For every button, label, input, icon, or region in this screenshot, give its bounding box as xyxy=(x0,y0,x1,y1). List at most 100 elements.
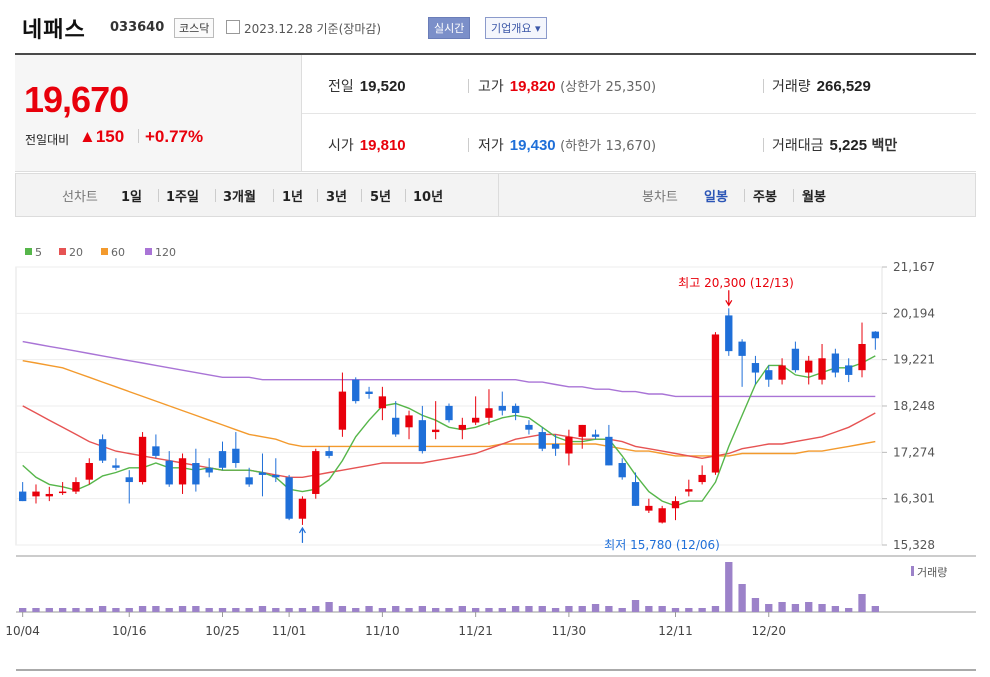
volume-bar xyxy=(671,608,680,612)
candle-body xyxy=(818,358,826,380)
company-overview-dropdown[interactable]: 기업개요 ▾ xyxy=(485,17,547,39)
company-overview-label: 기업개요 xyxy=(491,22,532,35)
candle-body xyxy=(605,436,613,466)
candle-body xyxy=(285,477,293,519)
tab-1d[interactable]: 1일 xyxy=(121,190,143,205)
tab-10y[interactable]: 10년 xyxy=(413,190,444,205)
chevron-down-icon: ▾ xyxy=(534,22,541,35)
tab-5y[interactable]: 5년 xyxy=(370,190,392,205)
candle xyxy=(525,420,533,435)
volume-bar xyxy=(658,606,666,612)
volume-bar xyxy=(845,608,853,612)
candle-body xyxy=(698,474,706,483)
volume-bar xyxy=(285,608,293,612)
candle xyxy=(152,434,160,459)
candle xyxy=(125,470,133,504)
tab-monthly[interactable]: 월봉 xyxy=(802,190,826,205)
candle xyxy=(192,448,200,492)
candle-body xyxy=(538,432,546,449)
candle-body xyxy=(645,505,653,511)
volume-bar xyxy=(432,608,440,612)
amount-label: 거래대금 xyxy=(772,138,824,154)
open-label: 시가 xyxy=(328,138,354,154)
amount-value: 5,225 xyxy=(829,137,868,154)
candle xyxy=(871,331,880,350)
candle xyxy=(858,322,866,378)
divider xyxy=(468,138,469,152)
prev-close-label: 전일 xyxy=(328,79,354,95)
candle-body xyxy=(58,491,67,494)
candle-body xyxy=(418,420,427,452)
volume-bar xyxy=(791,604,800,612)
volume-bar xyxy=(698,608,706,612)
candle-body xyxy=(565,436,573,454)
candle xyxy=(432,401,440,440)
volume-bar xyxy=(72,608,80,612)
x-tick-label: 10/25 xyxy=(205,624,240,638)
volume-bar xyxy=(352,608,360,612)
candle-body xyxy=(618,463,626,478)
candle xyxy=(298,496,307,525)
candle-body xyxy=(805,360,813,373)
candle xyxy=(32,484,40,504)
candle-body xyxy=(232,448,240,464)
tab-3y[interactable]: 3년 xyxy=(326,190,348,205)
candle xyxy=(58,482,67,495)
volume-bar xyxy=(205,608,213,612)
candle-body xyxy=(685,489,693,492)
candle xyxy=(831,348,840,378)
volume-bar xyxy=(858,594,866,612)
current-price: 19,670 xyxy=(24,79,129,120)
candle xyxy=(112,458,120,471)
volume-bar xyxy=(312,606,320,612)
volume-bar xyxy=(125,608,133,612)
divider xyxy=(361,189,362,202)
volume-bar xyxy=(738,584,746,612)
candle xyxy=(218,441,227,471)
min-annotation: 최저 15,780 (12/06) xyxy=(604,538,720,552)
series-line-ma60 xyxy=(22,360,876,457)
volume-bar xyxy=(192,606,200,612)
volume-bar xyxy=(778,602,786,612)
candle-body xyxy=(778,365,786,380)
volume-legend: 거래량 xyxy=(917,566,947,579)
lower-limit-label: (하한가 xyxy=(560,139,602,154)
candle-body xyxy=(392,417,400,435)
tab-1w[interactable]: 1주일 xyxy=(166,190,199,205)
candle xyxy=(418,405,427,454)
divider xyxy=(15,53,976,55)
low-price: 저가 19,430 (하한가 13,670) xyxy=(478,135,656,155)
volume-bar xyxy=(485,608,493,612)
candle-body xyxy=(138,436,147,483)
divider xyxy=(763,79,764,93)
y-tick-label: 18,248 xyxy=(893,399,935,413)
volume-bar xyxy=(578,606,586,612)
candle-body xyxy=(205,467,213,473)
tab-1y[interactable]: 1년 xyxy=(282,190,304,205)
realtime-button[interactable]: 실시간 xyxy=(428,17,471,39)
tab-3m[interactable]: 3개월 xyxy=(223,190,256,205)
candle xyxy=(245,467,253,487)
volume-bar xyxy=(618,608,626,612)
volume-bar xyxy=(871,606,880,612)
candle-body xyxy=(245,477,253,485)
change-value: 150 xyxy=(95,127,125,146)
tab-weekly[interactable]: 주봉 xyxy=(753,190,777,205)
legend-swatch-ma120 xyxy=(145,248,152,255)
candle xyxy=(591,429,600,440)
candle xyxy=(538,427,546,452)
candle xyxy=(805,355,813,385)
volume-bar xyxy=(298,608,307,612)
upper-limit-value: 25,350) xyxy=(605,80,657,95)
volume-bar xyxy=(218,608,227,612)
y-tick-label: 20,194 xyxy=(893,306,935,320)
candle-body xyxy=(192,463,200,485)
candle xyxy=(205,458,213,478)
candle xyxy=(631,472,640,506)
tab-daily[interactable]: 일봉 xyxy=(704,190,728,205)
volume-bar xyxy=(85,608,93,612)
volume-bar xyxy=(325,602,333,612)
candle xyxy=(18,482,27,502)
candle-body xyxy=(831,353,840,373)
candle-body xyxy=(152,446,160,456)
